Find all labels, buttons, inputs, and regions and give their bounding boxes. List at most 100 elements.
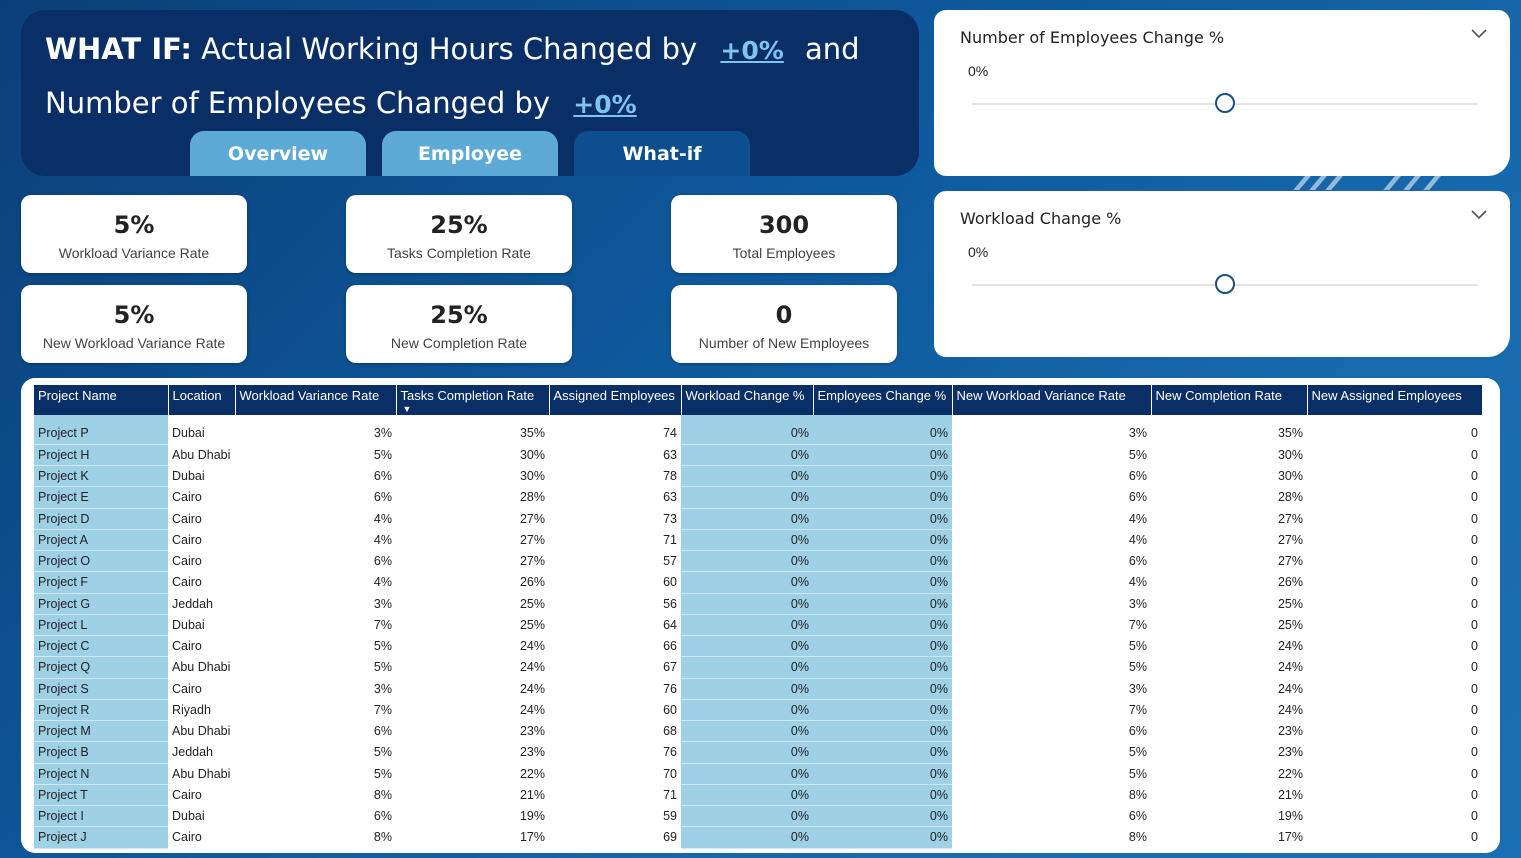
table-cell: 0% bbox=[681, 656, 813, 679]
table-row[interactable]: Project F Cairo 4% 26% 60 0% 0% 4% 26% 0 bbox=[34, 571, 1482, 594]
table-row[interactable]: Project E Cairo 6% 28% 63 0% 0% 6% 28% 0 bbox=[34, 486, 1482, 509]
table-row[interactable]: Project N Abu Dhabi 5% 22% 70 0% 0% 5% 22% 0 bbox=[34, 763, 1482, 785]
table-cell: 4% bbox=[952, 508, 1151, 530]
table-cell: 69 bbox=[549, 826, 681, 849]
chevron-down-icon[interactable] bbox=[1470, 26, 1488, 40]
table-cell: 35% bbox=[396, 423, 549, 445]
kpi-card-new-employees: 0 Number of New Employees bbox=[671, 285, 897, 363]
table-row[interactable]: Project O Cairo 6% 27% 57 0% 0% 6% 27% 0 bbox=[34, 550, 1482, 573]
table-cell: 66 bbox=[549, 635, 681, 658]
table-row[interactable]: Project S Cairo 3% 24% 76 0% 0% 3% 24% 0 bbox=[34, 678, 1482, 700]
table-cell: 3% bbox=[235, 423, 396, 445]
table-cell: 22% bbox=[1151, 763, 1307, 785]
table-cell: 0% bbox=[681, 571, 813, 594]
table-cell: 4% bbox=[952, 529, 1151, 552]
tab-what-if[interactable]: What-if bbox=[574, 131, 750, 176]
table-row[interactable]: Project B Jeddah 5% 23% 76 0% 0% 5% 23% 0 bbox=[34, 741, 1482, 764]
table-cell: 0% bbox=[681, 423, 813, 445]
table-row[interactable]: Project H Abu Dhabi 5% 30% 63 0% 0% 5% 30% 0 bbox=[34, 444, 1482, 467]
table-row[interactable]: Project T Cairo 8% 21% 71 0% 0% 8% 21% 0 bbox=[34, 784, 1482, 807]
column-header[interactable]: Project Name bbox=[34, 385, 169, 415]
table-cell: 5% bbox=[952, 635, 1151, 658]
table-cell: 17% bbox=[1151, 826, 1307, 849]
table-row[interactable]: Project C Cairo 5% 24% 66 0% 0% 5% 24% 0 bbox=[34, 635, 1482, 658]
table-cell: 0% bbox=[681, 699, 813, 722]
table-cell: Project B bbox=[34, 741, 168, 764]
table-row[interactable]: Project Q Abu Dhabi 5% 24% 67 0% 0% 5% 24% 0 bbox=[34, 656, 1482, 679]
table-row[interactable]: Project J Cairo 8% 17% 69 0% 0% 8% 17% 0 bbox=[34, 826, 1482, 849]
tab-overview[interactable]: Overview bbox=[190, 131, 366, 176]
slider-handle[interactable] bbox=[1215, 93, 1235, 113]
column-header-label: Tasks Completion Rate bbox=[400, 388, 535, 403]
table-row[interactable]: Project P Dubai 3% 35% 74 0% 0% 3% 35% 0 bbox=[34, 423, 1482, 445]
table-cell: 0% bbox=[813, 614, 952, 637]
chevron-down-icon[interactable] bbox=[1470, 207, 1488, 221]
table-cell: Project C bbox=[34, 635, 168, 658]
table-row[interactable]: Project K Dubai 6% 30% 78 0% 0% 6% 30% 0 bbox=[34, 465, 1482, 488]
table-cell: Project R bbox=[34, 699, 168, 722]
column-header[interactable]: New Completion Rate bbox=[1151, 385, 1308, 415]
table-cell: 5% bbox=[235, 444, 396, 467]
table-row[interactable]: Project R Riyadh 7% 24% 60 0% 0% 7% 24% 0 bbox=[34, 699, 1482, 722]
table-cell: 24% bbox=[1151, 678, 1307, 700]
table-cell: Project M bbox=[34, 720, 168, 743]
column-header[interactable]: New Workload Variance Rate bbox=[952, 385, 1152, 415]
table-cell: 23% bbox=[1151, 741, 1307, 764]
table-cell: 0% bbox=[813, 741, 952, 764]
table-row[interactable]: Project M Abu Dhabi 6% 23% 68 0% 0% 6% 23% 0 bbox=[34, 720, 1482, 743]
kpi-value: 25% bbox=[430, 211, 488, 239]
table-cell: 6% bbox=[235, 720, 396, 743]
column-header[interactable]: Employees Change % bbox=[813, 385, 953, 415]
table-row[interactable]: Project G Jeddah 3% 25% 56 0% 0% 3% 25% 0 bbox=[34, 593, 1482, 615]
table-cell: 0% bbox=[681, 805, 813, 828]
table-cell: 0% bbox=[681, 784, 813, 807]
column-header[interactable]: Tasks Completion Rate ▼ bbox=[396, 385, 550, 415]
table-cell: 0% bbox=[813, 465, 952, 488]
kpi-value: 5% bbox=[113, 211, 155, 239]
table-cell: 19% bbox=[396, 805, 549, 828]
column-header-label: New Assigned Employees bbox=[1311, 388, 1462, 403]
column-header[interactable]: Workload Variance Rate bbox=[235, 385, 397, 415]
table-row[interactable]: Project L Dubai 7% 25% 64 0% 0% 7% 25% 0 bbox=[34, 614, 1482, 637]
kpi-label: New Completion Rate bbox=[390, 335, 528, 351]
slicer-value: 0% bbox=[968, 63, 989, 79]
table-cell: 25% bbox=[1151, 614, 1307, 637]
table-cell: 8% bbox=[952, 784, 1151, 807]
table-cell: 6% bbox=[235, 465, 396, 488]
table-cell: Project A bbox=[34, 529, 168, 552]
table-cell: 0 bbox=[1307, 444, 1482, 467]
column-header-label: Workload Change % bbox=[685, 388, 805, 403]
table-cell: 27% bbox=[396, 529, 549, 552]
column-header[interactable]: Assigned Employees bbox=[549, 385, 682, 415]
table-cell: 71 bbox=[549, 529, 681, 552]
table-cell: 74 bbox=[549, 423, 681, 445]
column-header[interactable]: Location bbox=[168, 385, 236, 415]
table-spacer-cell bbox=[34, 415, 168, 423]
table-cell: 35% bbox=[1151, 423, 1307, 445]
tab-employee[interactable]: Employee bbox=[382, 131, 558, 176]
table-header-row: Project Name Location Workload Variance Ra… bbox=[34, 385, 1483, 415]
table-cell: 5% bbox=[952, 763, 1151, 785]
table-cell: 0% bbox=[681, 444, 813, 467]
table-cell: 6% bbox=[952, 465, 1151, 488]
table-row[interactable]: Project D Cairo 4% 27% 73 0% 0% 4% 27% 0 bbox=[34, 508, 1482, 530]
table-cell: 26% bbox=[1151, 571, 1307, 594]
table-cell: 4% bbox=[235, 529, 396, 552]
column-header[interactable]: New Assigned Employees bbox=[1307, 385, 1483, 415]
slicer-title: Number of Employees Change % bbox=[960, 28, 1225, 47]
table-cell: 4% bbox=[235, 508, 396, 530]
table-row[interactable]: Project A Cairo 4% 27% 71 0% 0% 4% 27% 0 bbox=[34, 529, 1482, 552]
table-cell: Jeddah bbox=[168, 593, 235, 615]
table-row[interactable]: Project I Dubai 6% 19% 59 0% 0% 6% 19% 0 bbox=[34, 805, 1482, 828]
column-header[interactable]: Workload Change % bbox=[681, 385, 814, 415]
slider-handle[interactable] bbox=[1215, 274, 1235, 294]
table-cell: Cairo bbox=[168, 784, 235, 807]
table-cell: 24% bbox=[1151, 656, 1307, 679]
table-cell: 0% bbox=[813, 635, 952, 658]
sort-descending-icon[interactable]: ▼ bbox=[402, 404, 412, 414]
table-cell: 25% bbox=[396, 614, 549, 637]
title-line-2: Number of Employees Changed by +0% bbox=[45, 86, 649, 120]
kpi-card-new-completion: 25% New Completion Rate bbox=[346, 285, 572, 363]
table-cell: 0 bbox=[1307, 635, 1482, 658]
table-cell: 8% bbox=[235, 826, 396, 849]
